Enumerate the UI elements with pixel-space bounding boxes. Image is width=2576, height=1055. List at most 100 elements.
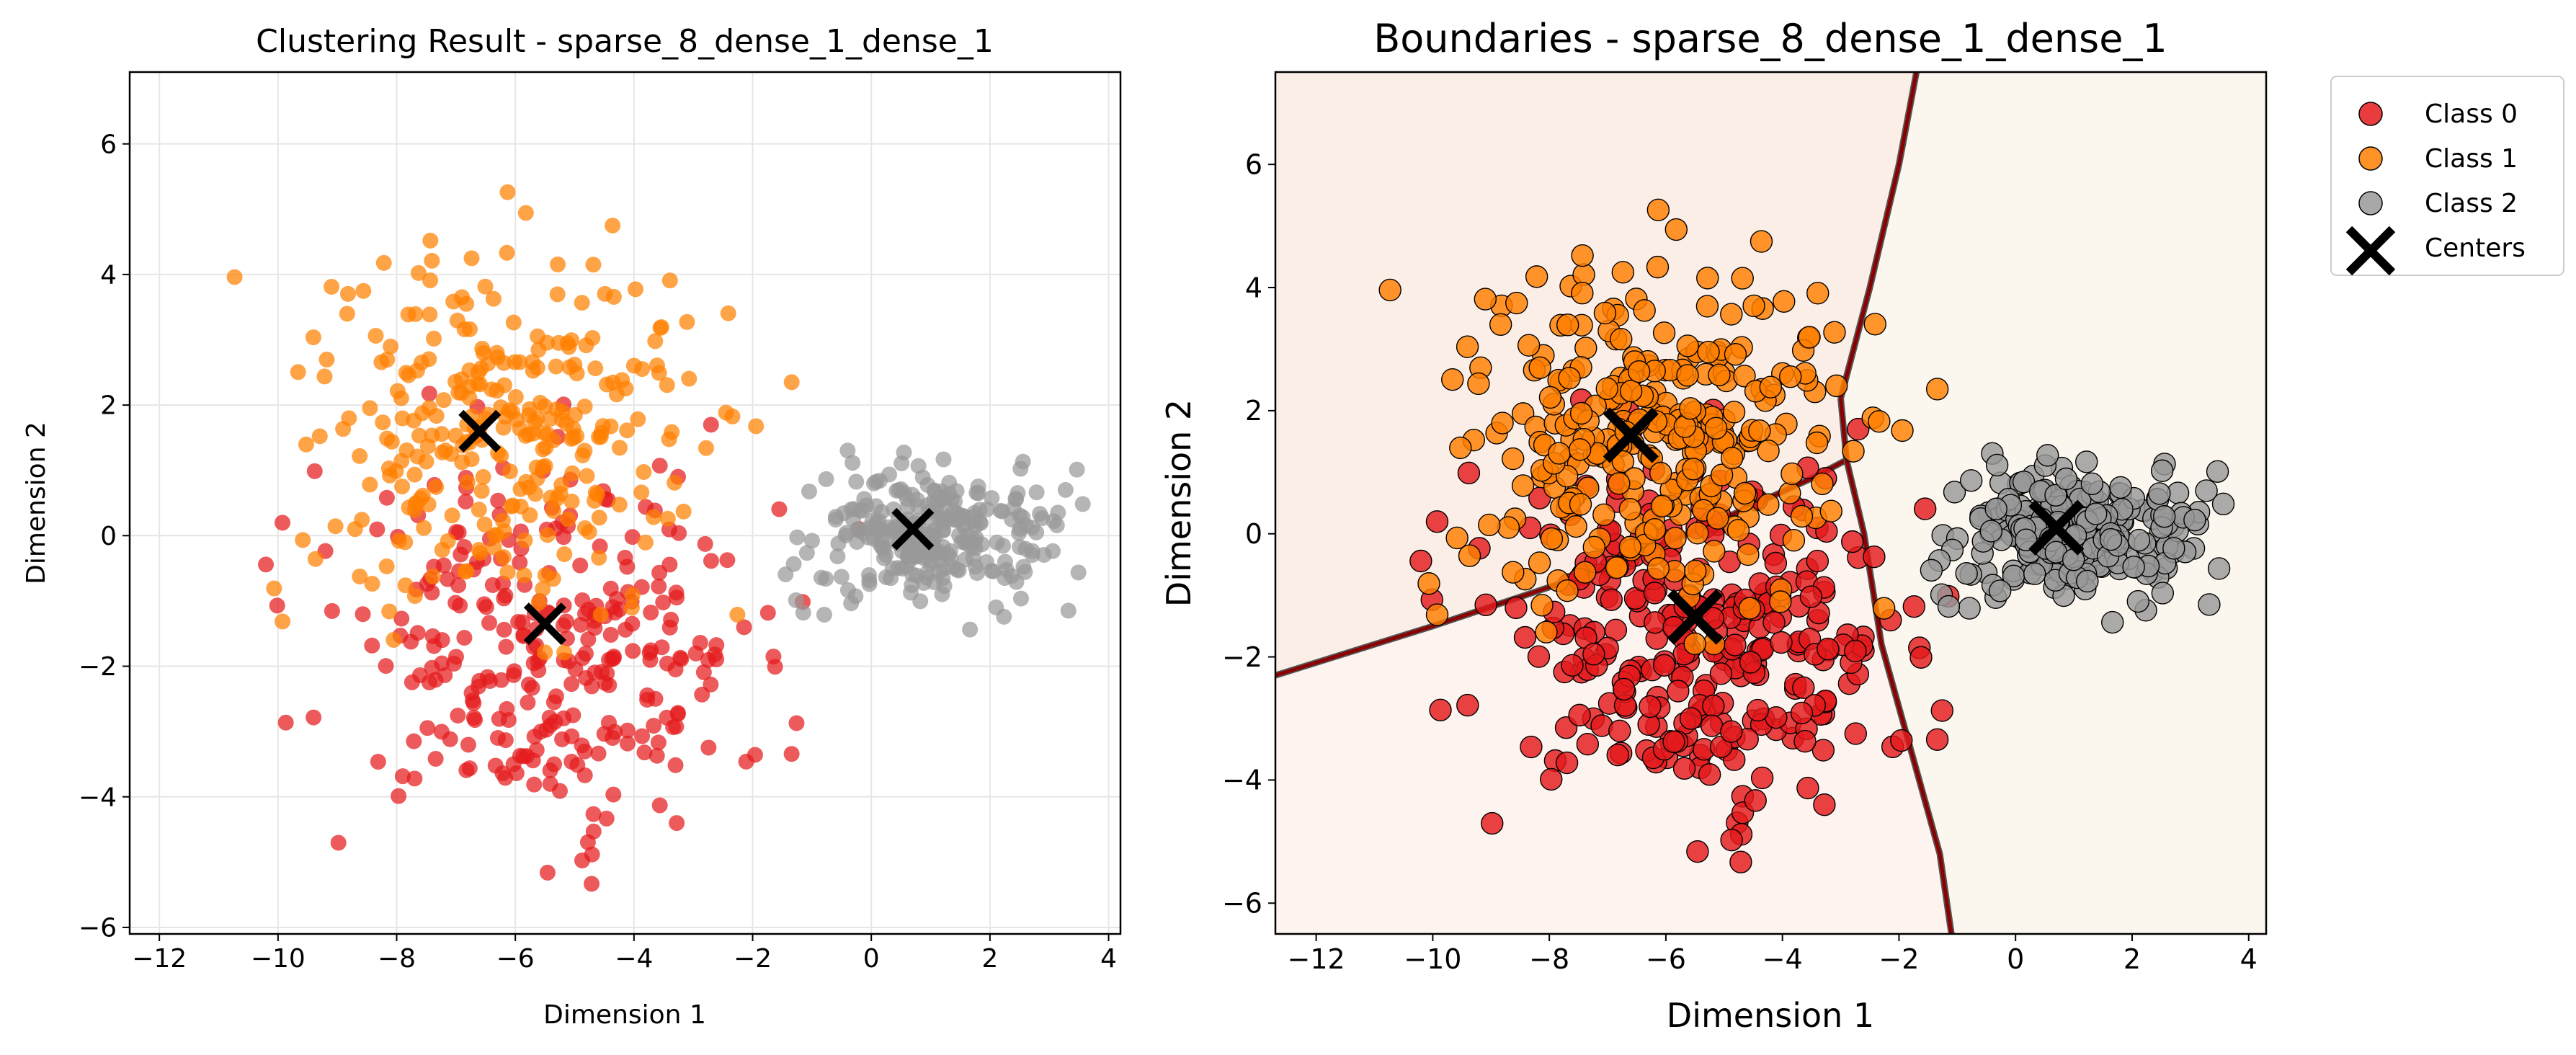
left-point-class2 (992, 502, 1009, 519)
right-point-class2 (2195, 479, 2218, 502)
left-x-tick-label: −4 (615, 944, 653, 974)
left-y-tick-label: −4 (79, 783, 117, 812)
right-point-class1 (1706, 507, 1729, 530)
left-point-class2 (1028, 484, 1045, 501)
left-point-class0 (655, 594, 672, 610)
left-point-class0 (617, 621, 633, 638)
left-point-class0 (659, 655, 675, 672)
left-point-class1 (633, 484, 650, 501)
left-point-class0 (572, 557, 589, 574)
left-point-class1 (507, 389, 524, 406)
right-point-class1 (1646, 198, 1670, 222)
right-x-tick-label: 4 (2240, 943, 2258, 975)
left-point-class0 (636, 744, 653, 761)
right-point-class2 (2099, 528, 2123, 551)
right-point-class0 (1770, 631, 1793, 654)
right-point-class0 (1555, 751, 1579, 775)
right-point-class1 (1627, 360, 1651, 383)
left-y-axis-label: Dimension 2 (22, 422, 51, 584)
left-point-class1 (529, 360, 545, 376)
left-point-class2 (970, 478, 986, 495)
left-point-class1 (675, 503, 692, 520)
right-point-class1 (1726, 519, 1750, 542)
left-point-class1 (473, 483, 490, 499)
left-point-class1 (530, 328, 546, 344)
left-point-class0 (554, 731, 571, 747)
left-point-class1 (411, 427, 427, 444)
right-point-class1 (1569, 493, 1592, 516)
right-point-class0 (1925, 728, 1949, 751)
left-point-class0 (435, 557, 452, 574)
left-point-class1 (383, 433, 400, 450)
right-x-tick-label: −4 (1762, 943, 1803, 975)
left-point-class0 (576, 767, 593, 783)
left-point-class1 (679, 313, 695, 330)
right-point-class0 (1702, 695, 1725, 718)
right-point-class1 (1733, 365, 1756, 388)
left-point-class2 (910, 498, 927, 515)
left-point-class1 (537, 567, 553, 584)
left-point-class1 (502, 463, 518, 480)
right-point-class1 (1582, 535, 1605, 559)
left-point-class0 (719, 552, 736, 569)
right-point-class2 (2206, 460, 2229, 484)
right-point-class1 (1750, 230, 1773, 253)
left-point-class1 (459, 474, 476, 491)
left-point-class0 (668, 584, 685, 601)
left-point-class1 (437, 442, 454, 459)
right-centers-layer (1603, 407, 2085, 645)
left-point-class1 (352, 568, 368, 584)
left-point-class1 (480, 355, 496, 372)
left-point-class2 (871, 473, 888, 489)
right-point-class1 (1564, 515, 1587, 538)
left-point-class1 (636, 464, 652, 481)
right-point-class2 (2152, 505, 2176, 528)
right-point-class2 (2151, 582, 2175, 605)
left-point-class0 (481, 615, 497, 631)
right-point-class1 (1619, 379, 1643, 403)
right-point-class1 (1825, 374, 1848, 398)
left-point-class2 (813, 569, 829, 586)
left-point-class1 (516, 567, 532, 584)
left-point-class1 (647, 333, 664, 350)
left-point-class1 (445, 293, 462, 310)
left-point-class2 (935, 451, 952, 468)
left-point-class0 (551, 783, 568, 799)
left-point-class0 (456, 539, 473, 556)
left-x-tick-label: 4 (1100, 944, 1117, 974)
right-point-class1 (1891, 419, 1914, 442)
left-point-class1 (449, 312, 465, 329)
right-y-axis-label: Dimension 2 (1159, 399, 1198, 607)
right-point-class1 (1769, 590, 1792, 613)
left-x-tick-label: −10 (251, 944, 306, 974)
left-point-class1 (409, 362, 425, 379)
left-x-tick-label: −12 (132, 944, 187, 974)
right-point-class1 (1682, 458, 1705, 481)
left-point-class1 (563, 493, 580, 509)
left-point-class1 (447, 373, 464, 390)
left-point-class2 (971, 502, 988, 518)
left-point-class2 (904, 486, 920, 503)
right-point-class0 (1750, 766, 1774, 790)
left-point-class1 (422, 306, 438, 323)
left-point-class1 (324, 278, 340, 295)
left-point-class0 (661, 556, 678, 573)
left-point-class1 (367, 327, 384, 344)
left-point-class2 (883, 570, 899, 587)
right-points-layer (1378, 198, 2235, 873)
left-point-class0 (759, 605, 776, 621)
right-point-class2 (2126, 589, 2149, 613)
right-point-class2 (2127, 528, 2151, 552)
right-point-class1 (1595, 377, 1618, 401)
right-point-class1 (1790, 504, 1814, 528)
left-point-class1 (574, 295, 590, 311)
left-point-class0 (651, 797, 668, 814)
left-point-class1 (605, 218, 621, 234)
right-point-class1 (1525, 265, 1548, 288)
left-point-class0 (493, 672, 509, 688)
left-point-class1 (576, 399, 593, 415)
right-point-class2 (1989, 579, 2012, 602)
right-point-class1 (1737, 543, 1760, 566)
left-point-class1 (485, 290, 502, 307)
left-point-class1 (311, 428, 328, 445)
